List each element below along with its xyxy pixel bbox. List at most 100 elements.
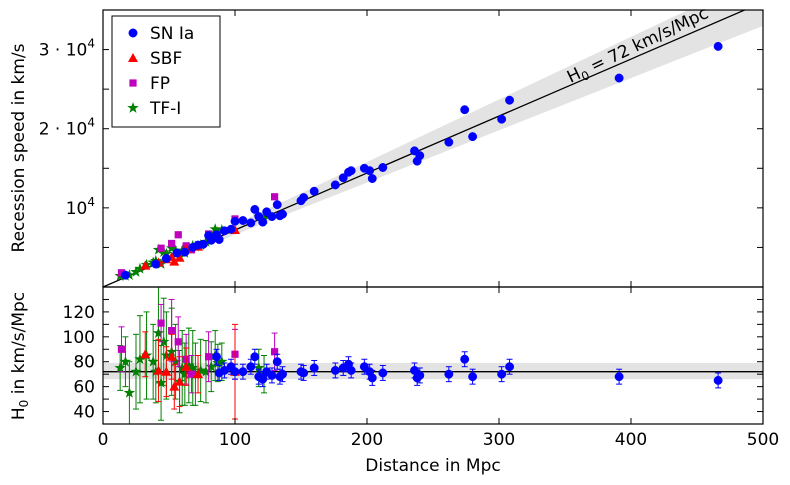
data-point xyxy=(157,319,165,327)
data-point xyxy=(330,180,340,190)
y-tick-label: 40 xyxy=(73,403,95,423)
data-point xyxy=(444,369,454,379)
data-point xyxy=(271,348,279,356)
y-tick-label-base: 10 xyxy=(66,199,88,219)
top-data-points xyxy=(114,41,723,281)
data-point xyxy=(155,376,167,388)
data-point xyxy=(205,353,213,361)
data-point xyxy=(278,369,287,379)
y-tick-label: 120 xyxy=(63,303,95,323)
data-point xyxy=(614,372,624,382)
data-point xyxy=(367,373,377,383)
data-point xyxy=(152,327,165,338)
x-tick-label: 200 xyxy=(351,430,383,450)
data-point xyxy=(174,338,182,346)
y-tick-label-exp: 4 xyxy=(87,195,95,209)
data-point xyxy=(460,105,470,115)
data-point xyxy=(460,354,470,364)
bottom-y-label-main: H xyxy=(9,407,29,420)
legend-label: SN Ia xyxy=(150,24,194,44)
data-point xyxy=(161,366,172,376)
data-point xyxy=(123,386,136,398)
y-tick-label-exp: 4 xyxy=(87,37,95,51)
data-point xyxy=(174,252,185,262)
data-point xyxy=(114,361,126,373)
data-point xyxy=(497,369,507,379)
data-point xyxy=(272,200,282,210)
data-point xyxy=(117,269,126,277)
data-point xyxy=(258,217,268,227)
data-point xyxy=(166,351,177,361)
data-point xyxy=(378,163,388,172)
data-point xyxy=(505,362,515,372)
x-tick-label: 400 xyxy=(615,430,647,450)
data-point xyxy=(134,262,146,274)
x-tick-labels: 0 100 200 300 400 500 xyxy=(98,430,780,450)
data-point xyxy=(309,363,319,373)
y-tick-label: 3 · 104 xyxy=(39,37,95,61)
legend-label: TF-I xyxy=(149,99,181,119)
data-point xyxy=(330,365,340,375)
data-point xyxy=(134,353,146,365)
data-point xyxy=(299,368,309,378)
x-axis-label: Distance in Mpc xyxy=(365,456,500,476)
x-tick-label: 300 xyxy=(483,430,515,450)
data-point xyxy=(238,216,248,225)
data-point xyxy=(179,368,191,380)
bottom-ticks xyxy=(102,287,764,424)
y-tick-label-base: 3 · 10 xyxy=(39,41,88,61)
data-point xyxy=(309,186,319,196)
legend: SN Ia SBF FP TF-I xyxy=(111,15,221,128)
data-point xyxy=(267,370,277,380)
legend-marker xyxy=(127,102,139,113)
data-point xyxy=(169,355,182,367)
data-point xyxy=(614,73,624,83)
y-tick-label: 80 xyxy=(73,353,95,373)
bottom-y-axis-label: H0 in km/s/Mpc xyxy=(9,292,31,420)
data-point xyxy=(226,224,236,234)
data-point xyxy=(153,365,164,375)
data-point xyxy=(161,254,171,263)
data-point xyxy=(272,357,282,367)
data-point xyxy=(168,326,176,335)
top-y-axis-label: Recession speed in km/s xyxy=(9,43,29,252)
data-point xyxy=(214,235,224,244)
data-point xyxy=(198,239,208,249)
data-point xyxy=(230,367,240,377)
data-point xyxy=(365,166,375,176)
data-point xyxy=(271,193,279,201)
x-tick-label: 100 xyxy=(219,430,251,450)
data-point xyxy=(246,218,256,228)
data-point xyxy=(713,41,723,51)
data-point xyxy=(187,361,199,373)
data-point xyxy=(212,352,221,362)
y-tick-label: 100 xyxy=(63,328,95,348)
y-tick-label-base: 2 · 10 xyxy=(39,120,88,140)
data-point xyxy=(169,381,180,391)
data-point xyxy=(415,370,425,380)
data-point xyxy=(253,361,265,373)
data-point xyxy=(216,355,228,367)
bottom-y-tick-labels: 40 60 80 100 120 xyxy=(63,303,95,423)
data-point xyxy=(157,244,165,252)
data-point xyxy=(117,345,126,353)
data-point xyxy=(180,247,190,257)
legend-marker xyxy=(129,79,137,87)
data-point xyxy=(169,256,180,266)
data-point xyxy=(468,372,478,382)
data-point xyxy=(176,361,188,373)
bottom-plot-frame xyxy=(102,286,764,425)
data-point xyxy=(713,375,723,385)
data-point xyxy=(158,335,170,347)
x-tick-label: 500 xyxy=(747,430,779,450)
data-point xyxy=(168,239,176,248)
data-point xyxy=(468,132,478,142)
data-point xyxy=(367,174,377,184)
data-point xyxy=(230,216,240,226)
legend-items: SN Ia SBF FP TF-I xyxy=(127,24,194,119)
data-point xyxy=(267,212,277,222)
data-point xyxy=(140,260,151,270)
